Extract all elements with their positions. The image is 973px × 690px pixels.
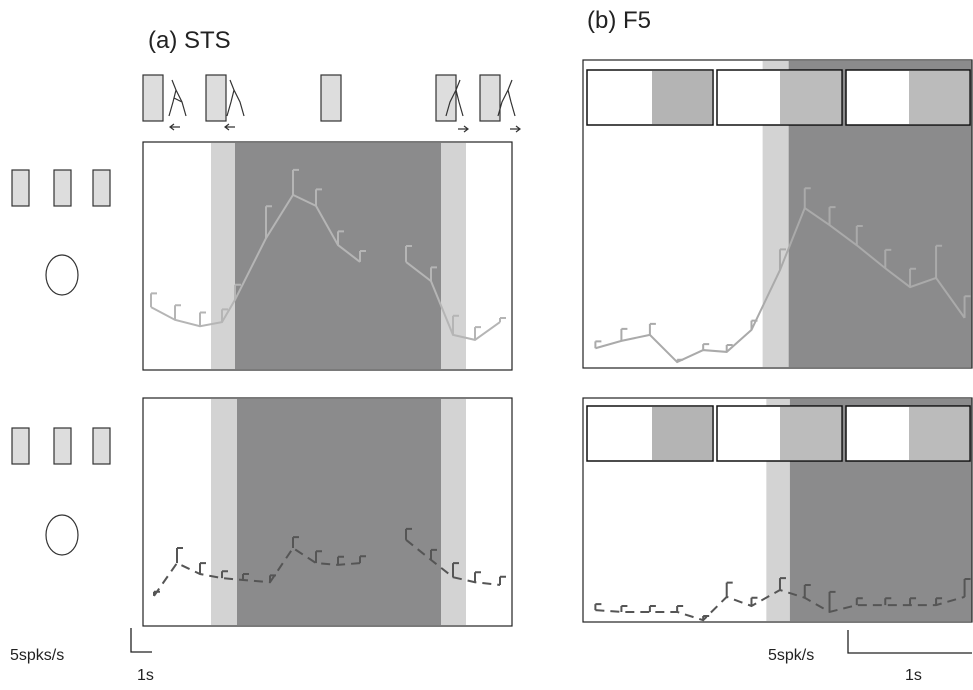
page: (a) STS (b) F5 5spks/s 1s 5spk/s 1s (() … (0, 0, 973, 685)
scale-label: 1s (905, 667, 922, 684)
panel-title: (b) F5 (587, 7, 651, 34)
panel-title: (a) STS (148, 27, 231, 54)
figure: (a) STS (b) F5 5spks/s 1s 5spk/s 1s (0, 0, 973, 685)
epoch-shade (235, 143, 441, 369)
epoch-shade (441, 399, 466, 625)
scale-label: 5spks/s (10, 647, 64, 664)
epoch-shade (211, 399, 237, 625)
scale-bars (131, 628, 972, 653)
epoch-shade (211, 143, 235, 369)
scale-label: 1s (137, 667, 154, 684)
scale-label: 5spk/s (768, 647, 814, 664)
epoch-shade (237, 399, 441, 625)
